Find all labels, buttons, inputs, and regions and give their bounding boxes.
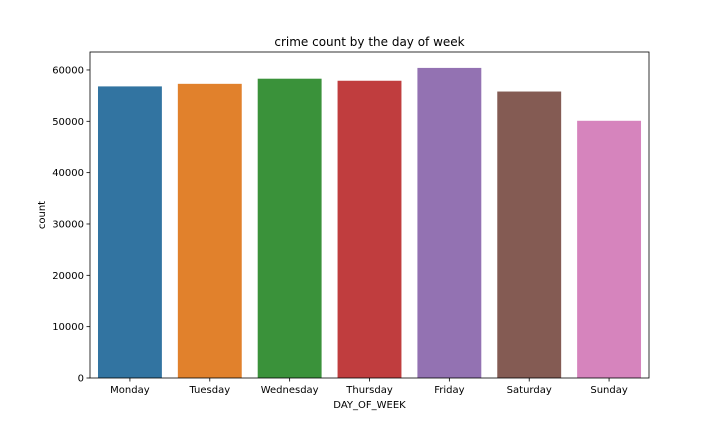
x-tick-label: Saturday xyxy=(507,385,552,396)
y-axis-label: count xyxy=(37,201,48,229)
y-tick-label: 30000 xyxy=(52,219,84,230)
x-axis-label: DAY_OF_WEEK xyxy=(333,400,406,411)
x-tick-label: Sunday xyxy=(590,385,627,396)
y-tick-label: 60000 xyxy=(52,65,84,76)
x-tick-label: Tuesday xyxy=(188,385,230,396)
bar-wednesday xyxy=(257,78,322,378)
x-tick-label: Wednesday xyxy=(261,385,319,396)
y-tick-label: 50000 xyxy=(52,117,84,128)
y-tick-label: 10000 xyxy=(52,322,84,333)
bar-sunday xyxy=(577,120,642,378)
chart-title: crime count by the day of week xyxy=(274,35,464,49)
x-tick-label: Friday xyxy=(434,385,464,396)
bar-tuesday xyxy=(177,83,242,378)
x-tick-label: Monday xyxy=(110,385,150,396)
x-tick-label: Thursday xyxy=(345,385,393,396)
y-tick-label: 20000 xyxy=(52,271,84,282)
bar-monday xyxy=(97,86,162,379)
y-tick-label: 0 xyxy=(78,374,84,385)
bar-friday xyxy=(417,67,482,378)
y-tick-label: 40000 xyxy=(52,168,84,179)
bar-thursday xyxy=(337,80,402,378)
bar-saturday xyxy=(497,91,562,378)
